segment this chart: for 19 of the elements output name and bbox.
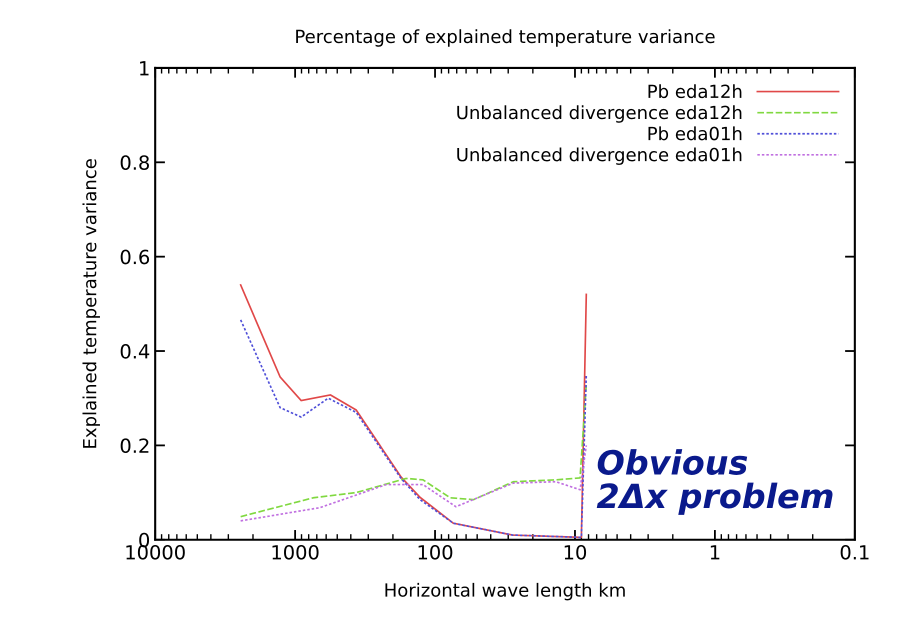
legend-label: Unbalanced divergence eda12h (457, 105, 742, 123)
x-tick-label: 1000 (272, 544, 319, 560)
y-tick-label: 1 (140, 61, 149, 76)
x-tick-label: 100 (418, 544, 452, 560)
x-tick-label: 10000 (126, 544, 185, 560)
x-tick-label: 1 (710, 545, 720, 560)
y-tick-label: 0.8 (120, 155, 149, 170)
y-tick-label: 0.6 (120, 250, 150, 264)
y-tick-label: 0.2 (120, 438, 148, 454)
x-axis-title: Horizontal wave length km (385, 582, 625, 600)
y-tick-label: 0.4 (120, 344, 150, 359)
y-axis-title: Explained temperature variance (82, 159, 100, 448)
x-tick-label: 0.1 (840, 544, 869, 560)
legend-label: Unbalanced divergence eda01h (457, 147, 742, 165)
chart-title: Percentage of explained temperature variance (296, 29, 715, 47)
legend-label: Pb eda12h (648, 84, 742, 98)
x-tick-label: 10 (564, 544, 586, 560)
legend-label: Pb eda01h (648, 126, 742, 140)
annotation: Obvious 2Δx problem (596, 449, 832, 515)
